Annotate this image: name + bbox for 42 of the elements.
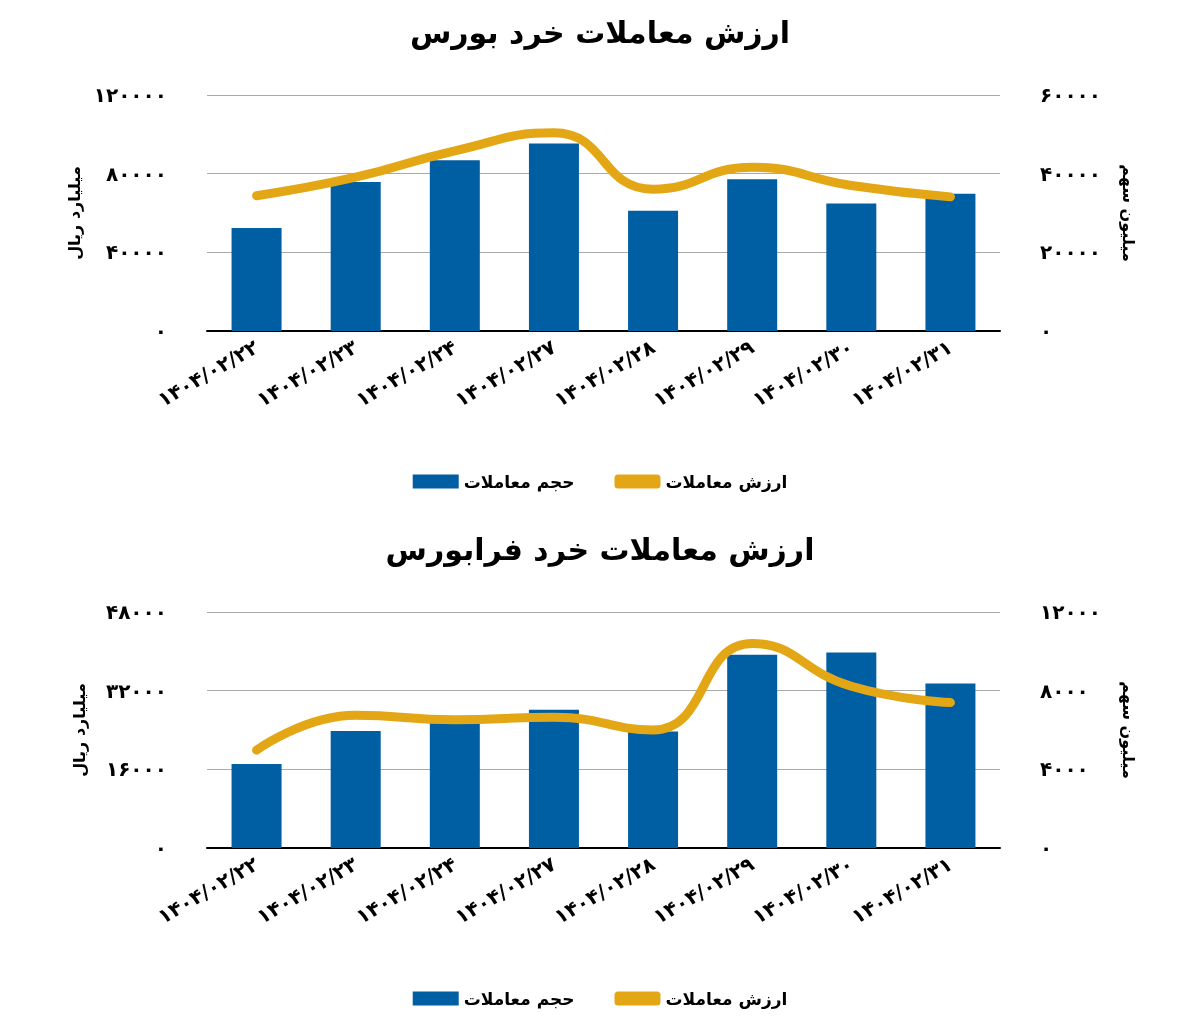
- y2-tick-label: ۱۲۰۰۰: [1040, 600, 1102, 624]
- y2-axis-title: میلیون سهم: [1118, 681, 1138, 779]
- bar: [826, 652, 877, 848]
- y-tick-label: ۰: [154, 836, 167, 860]
- y-axis-title: میلیارد ریال: [65, 166, 85, 260]
- y-tick-label: ۴۸۰۰۰: [105, 600, 167, 624]
- y-tick-label: ۱۲۰۰۰۰: [93, 83, 167, 107]
- chart-title: ارزش معاملات خرد فرابورس: [385, 531, 815, 567]
- y2-tick-label: ۴۰۰۰۰: [1040, 161, 1102, 186]
- bar: [628, 210, 679, 331]
- bar: [628, 731, 679, 848]
- bar: [429, 721, 480, 848]
- y2-tick-label: ۰: [1040, 319, 1053, 343]
- bar: [925, 683, 976, 848]
- bar: [925, 193, 976, 331]
- legend-label: حجم معاملات: [463, 471, 575, 492]
- bar: [826, 203, 877, 331]
- y-tick-label: ۴۰۰۰۰: [105, 240, 167, 265]
- y-tick-label: ۸۰۰۰۰: [105, 161, 167, 186]
- bar: [727, 179, 778, 331]
- bar: [528, 143, 579, 331]
- bar: [231, 227, 282, 331]
- y2-tick-label: ۶۰۰۰۰: [1040, 83, 1102, 107]
- y-tick-label: ۱۶۰۰۰: [105, 757, 167, 782]
- y2-axis-title: میلیون سهم: [1118, 164, 1138, 262]
- y2-tick-label: ۰: [1040, 836, 1053, 860]
- y-tick-label: ۳۲۰۰۰: [105, 678, 167, 703]
- bar: [231, 764, 282, 848]
- y-axis-title: میلیارد ریال: [69, 683, 89, 777]
- bar: [528, 709, 579, 848]
- chart-title: ارزش معاملات خرد بورس: [409, 14, 791, 50]
- y2-tick-label: ۸۰۰۰: [1040, 678, 1089, 703]
- legend-label: حجم معاملات: [463, 988, 575, 1009]
- bar: [330, 730, 381, 848]
- bar: [429, 160, 480, 331]
- legend-label: ارزش معاملات: [665, 988, 788, 1009]
- y-tick-label: ۰: [154, 319, 167, 343]
- legend-label: ارزش معاملات: [665, 471, 788, 492]
- y2-tick-label: ۴۰۰۰: [1040, 757, 1089, 782]
- y2-tick-label: ۲۰۰۰۰: [1040, 240, 1102, 265]
- bar: [330, 181, 381, 331]
- bar: [727, 654, 778, 848]
